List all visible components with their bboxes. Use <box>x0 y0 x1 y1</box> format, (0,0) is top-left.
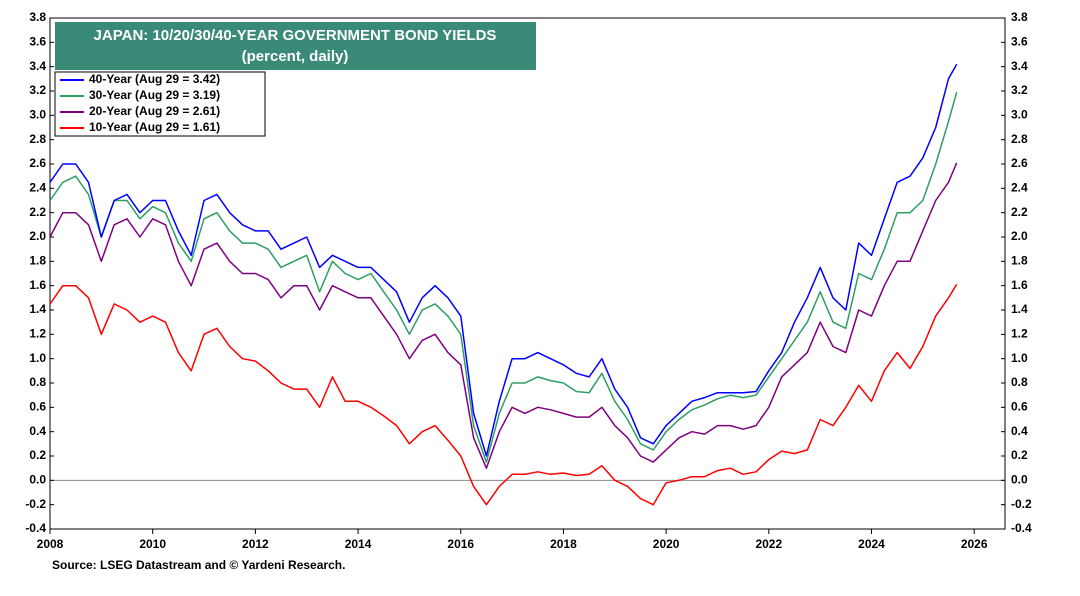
series-line <box>49 284 958 506</box>
x-tick-label: 2008 <box>37 537 64 551</box>
plot-area <box>49 63 1005 506</box>
y-tick-label: -0.2 <box>25 497 46 511</box>
x-tick-label: 2018 <box>550 537 577 551</box>
y-tick-label: -0.4 <box>25 521 46 535</box>
legend-label: 30-Year (Aug 29 = 3.19) <box>89 88 220 102</box>
y2-tick-label: -0.4 <box>1011 521 1032 535</box>
series-line <box>49 63 958 457</box>
legend: 40-Year (Aug 29 = 3.42) 30-Year (Aug 29 =… <box>54 71 266 137</box>
y-tick-label: 1.2 <box>29 327 46 341</box>
legend-box <box>54 71 266 137</box>
y-tick-label: 0.2 <box>29 448 46 462</box>
series-line <box>49 91 958 463</box>
y-tick-label: 1.8 <box>29 254 46 268</box>
y-tick-label: 3.2 <box>29 83 46 97</box>
y2-tick-label: -0.2 <box>1011 497 1032 511</box>
y-tick-label: 1.6 <box>29 278 46 292</box>
y2-tick-label: 3.0 <box>1011 108 1028 122</box>
y-tick-label: 3.8 <box>29 10 46 24</box>
y2-tick-label: 3.4 <box>1011 59 1028 73</box>
y2-tick-label: 1.0 <box>1011 351 1028 365</box>
y2-tick-label: 0.4 <box>1011 424 1028 438</box>
y2-tick-label: 1.8 <box>1011 254 1028 268</box>
y-tick-label: 2.2 <box>29 205 46 219</box>
y-tick-label: 2.6 <box>29 156 46 170</box>
y2-tick-label: 1.4 <box>1011 302 1028 316</box>
y2-tick-label: 0.2 <box>1011 448 1028 462</box>
x-tick-label: 2026 <box>961 537 988 551</box>
x-tick-label: 2022 <box>755 537 782 551</box>
x-tick-label: 2012 <box>242 537 269 551</box>
y-tick-label: 3.4 <box>29 59 46 73</box>
y2-tick-label: 1.2 <box>1011 327 1028 341</box>
y-tick-label: 0.6 <box>29 400 46 414</box>
x-tick-label: 2014 <box>345 537 372 551</box>
title-background <box>55 22 536 70</box>
y2-tick-label: 0.8 <box>1011 375 1028 389</box>
x-tick-label: 2016 <box>447 537 474 551</box>
source-note: Source: LSEG Datastream and © Yardeni Re… <box>52 558 345 572</box>
chart-subtitle: (percent, daily) <box>242 48 349 65</box>
y-tick-label: 2.0 <box>29 229 46 243</box>
y2-tick-label: 3.2 <box>1011 83 1028 97</box>
y-tick-label: 1.4 <box>29 302 46 316</box>
y-tick-label: 0.8 <box>29 375 46 389</box>
y-tick-label: 0.0 <box>29 473 46 487</box>
y2-tick-label: 3.6 <box>1011 35 1028 49</box>
y2-tick-label: 0.6 <box>1011 400 1028 414</box>
y2-tick-label: 2.2 <box>1011 205 1028 219</box>
chart-title: JAPAN: 10/20/30/40-YEAR GOVERNMENT BOND … <box>94 27 497 44</box>
x-tick-label: 2020 <box>653 537 680 551</box>
y2-tick-label: 0.0 <box>1011 473 1028 487</box>
y-tick-label: 2.8 <box>29 132 46 146</box>
y2-tick-label: 2.8 <box>1011 132 1028 146</box>
y2-tick-label: 2.4 <box>1011 181 1028 195</box>
y2-tick-label: 2.6 <box>1011 156 1028 170</box>
y2-tick-label: 3.8 <box>1011 10 1028 24</box>
y-tick-label: 0.4 <box>29 424 46 438</box>
y-tick-label: 3.0 <box>29 108 46 122</box>
legend-label: 10-Year (Aug 29 = 1.61) <box>89 120 220 134</box>
y-tick-label: 3.6 <box>29 35 46 49</box>
y-tick-label: 1.0 <box>29 351 46 365</box>
y2-tick-label: 1.6 <box>1011 278 1028 292</box>
series-line <box>49 162 958 469</box>
x-tick-label: 2024 <box>858 537 885 551</box>
title-box: JAPAN: 10/20/30/40-YEAR GOVERNMENT BOND … <box>55 22 536 70</box>
y2-tick-label: 2.0 <box>1011 229 1028 243</box>
legend-label: 20-Year (Aug 29 = 2.61) <box>89 104 220 118</box>
y-tick-label: 2.4 <box>29 181 46 195</box>
legend-label: 40-Year (Aug 29 = 3.42) <box>89 72 220 86</box>
x-tick-label: 2010 <box>139 537 166 551</box>
